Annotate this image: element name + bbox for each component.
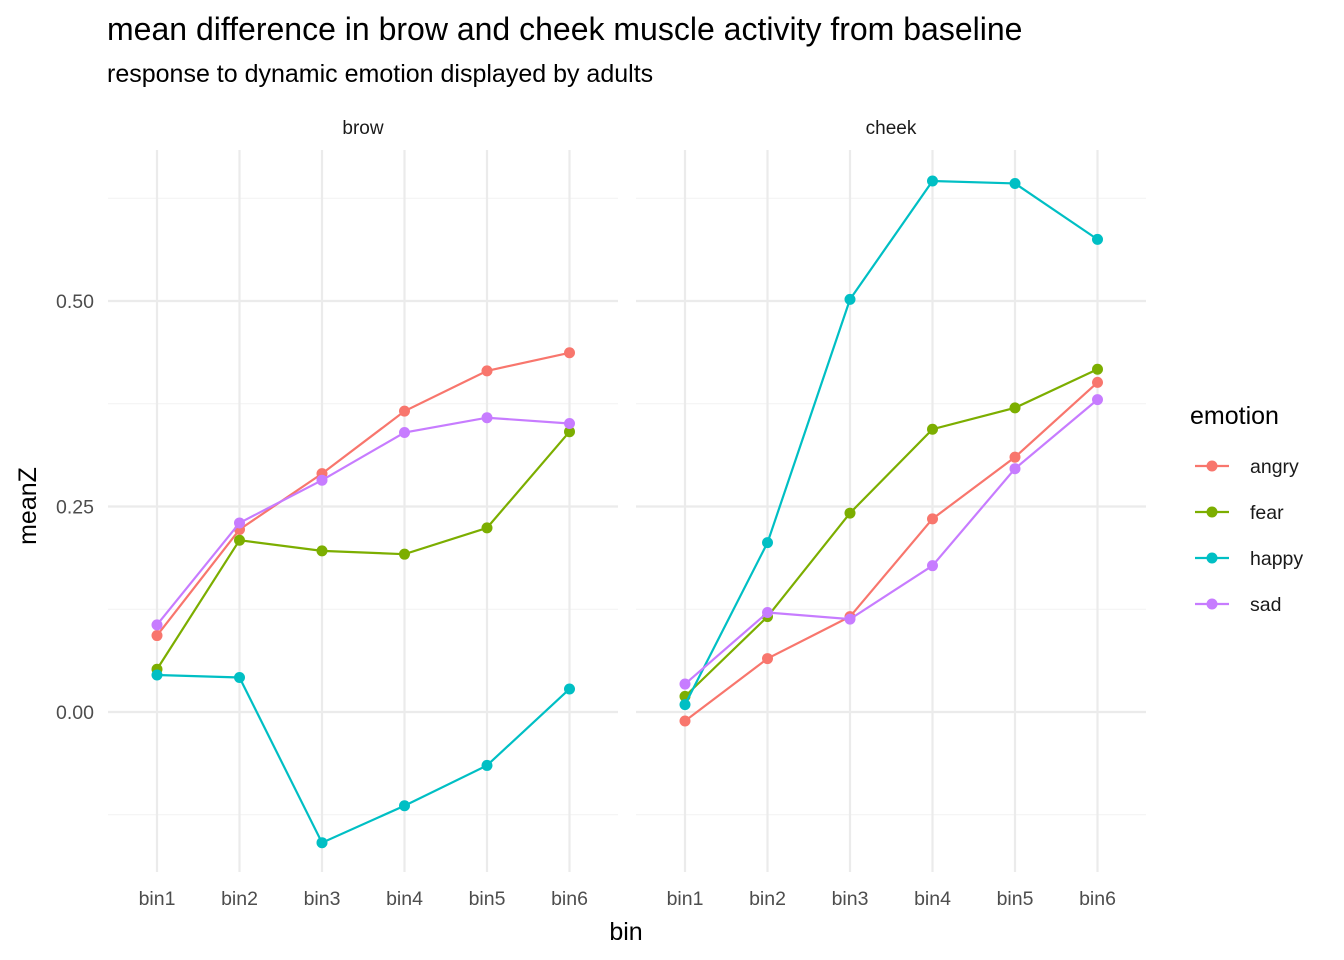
x-tick-label: bin1 [139,888,176,910]
legend-label: sad [1250,594,1281,616]
data-point-brow-sad [399,427,410,439]
chart-subtitle: response to dynamic emotion displayed by… [107,60,653,88]
x-axis-title: bin [609,918,642,946]
legend-item-angry: angry [1195,456,1299,478]
x-tick-label: bin6 [551,888,588,910]
data-point-brow-angry [564,347,575,359]
series-line-brow-happy [156,673,571,845]
data-point-brow-happy [399,800,410,812]
series-line-cheek-happy [684,179,1099,706]
series-line-brow-fear [156,430,571,670]
data-point-cheek-fear [927,423,938,435]
data-point-cheek-happy [1092,233,1103,245]
data-point-brow-fear [481,522,493,534]
x-tick-label: bin2 [749,888,786,910]
series-line-brow-angry [156,351,570,637]
data-point-brow-fear [564,426,575,438]
facet-label-cheek: cheek [866,118,917,139]
legend-item-sad: sad [1195,594,1281,616]
data-point-cheek-sad [1092,394,1103,406]
data-point-cheek-happy [762,537,773,549]
data-point-brow-fear [234,534,245,546]
data-point-cheek-sad [762,607,773,619]
data-point-cheek-sad [679,678,691,690]
x-tick-label: bin3 [304,888,341,910]
data-point-cheek-fear [1092,363,1103,375]
x-tick-label: bin4 [914,888,951,910]
x-tick-label: bin3 [832,888,869,910]
legend-key-point [1206,552,1218,564]
legend-label: happy [1250,548,1303,570]
data-point-cheek-sad [1009,463,1021,475]
panel-cheek: cheek bin1 bin2 bin3 bin4 bin5 bin6 [636,118,1146,910]
x-tick-label: bin5 [469,888,506,910]
legend-key-point [1206,598,1218,610]
y-tick-label: 0.50 [56,291,94,313]
x-tick-label: bin2 [221,888,258,910]
chart-title: mean difference in brow and cheek muscle… [107,11,1022,47]
x-tick-label: bin4 [386,888,423,910]
legend-title: emotion [1190,402,1279,430]
data-point-cheek-angry [927,513,938,525]
data-point-brow-angry [481,365,493,377]
data-point-brow-sad [564,417,575,429]
data-point-brow-sad [151,619,163,631]
panel-brow: brow bin1 bin2 bin3 bin4 bin5 bin6 [108,118,618,910]
data-point-cheek-happy [927,175,938,187]
data-point-cheek-sad [927,560,938,572]
x-tick-label: bin1 [667,888,704,910]
data-point-cheek-angry [1009,451,1021,463]
legend-label: angry [1250,456,1299,478]
legend: emotion angry fear happy sad [1190,402,1303,616]
series-line-cheek-fear [684,368,1098,698]
data-point-brow-sad [316,474,328,486]
data-point-brow-angry [151,630,163,642]
data-point-brow-happy [564,683,575,695]
data-point-cheek-fear [844,507,856,519]
series-line-cheek-angry [684,381,1099,722]
facet-label-brow: brow [342,118,383,139]
data-point-cheek-sad [844,613,856,625]
series-line-cheek-sad [684,398,1099,685]
y-axis-ticks: 0.00 0.25 0.50 [56,291,94,724]
data-point-cheek-fear [1009,402,1021,414]
data-point-brow-fear [316,545,328,557]
data-point-brow-sad [234,517,245,529]
data-point-brow-happy [234,671,245,683]
data-point-cheek-happy [1009,177,1021,189]
x-tick-label: bin5 [997,888,1034,910]
data-point-cheek-happy [844,293,856,305]
legend-key-point [1206,506,1218,518]
y-tick-label: 0.00 [56,702,94,724]
data-point-brow-angry [399,405,410,417]
data-point-cheek-angry [762,653,773,665]
x-tick-label: bin6 [1079,888,1116,910]
legend-item-happy: happy [1195,548,1303,570]
legend-label: fear [1250,502,1284,524]
y-axis-title: meanZ [14,467,42,545]
y-tick-label: 0.25 [56,497,94,519]
data-point-brow-happy [316,837,328,849]
data-point-brow-sad [481,412,493,424]
data-point-brow-happy [151,669,163,681]
series-line-brow-sad [156,416,570,626]
data-point-brow-happy [481,759,493,771]
legend-item-fear: fear [1195,502,1284,524]
data-point-brow-fear [399,548,410,560]
data-point-cheek-happy [679,699,691,711]
legend-key-point [1206,460,1218,472]
facet-panels: brow bin1 bin2 bin3 bin4 bin5 bin6 cheek bin1 bin… [108,118,1146,910]
data-point-cheek-angry [1092,376,1103,388]
data-point-cheek-angry [679,715,691,727]
